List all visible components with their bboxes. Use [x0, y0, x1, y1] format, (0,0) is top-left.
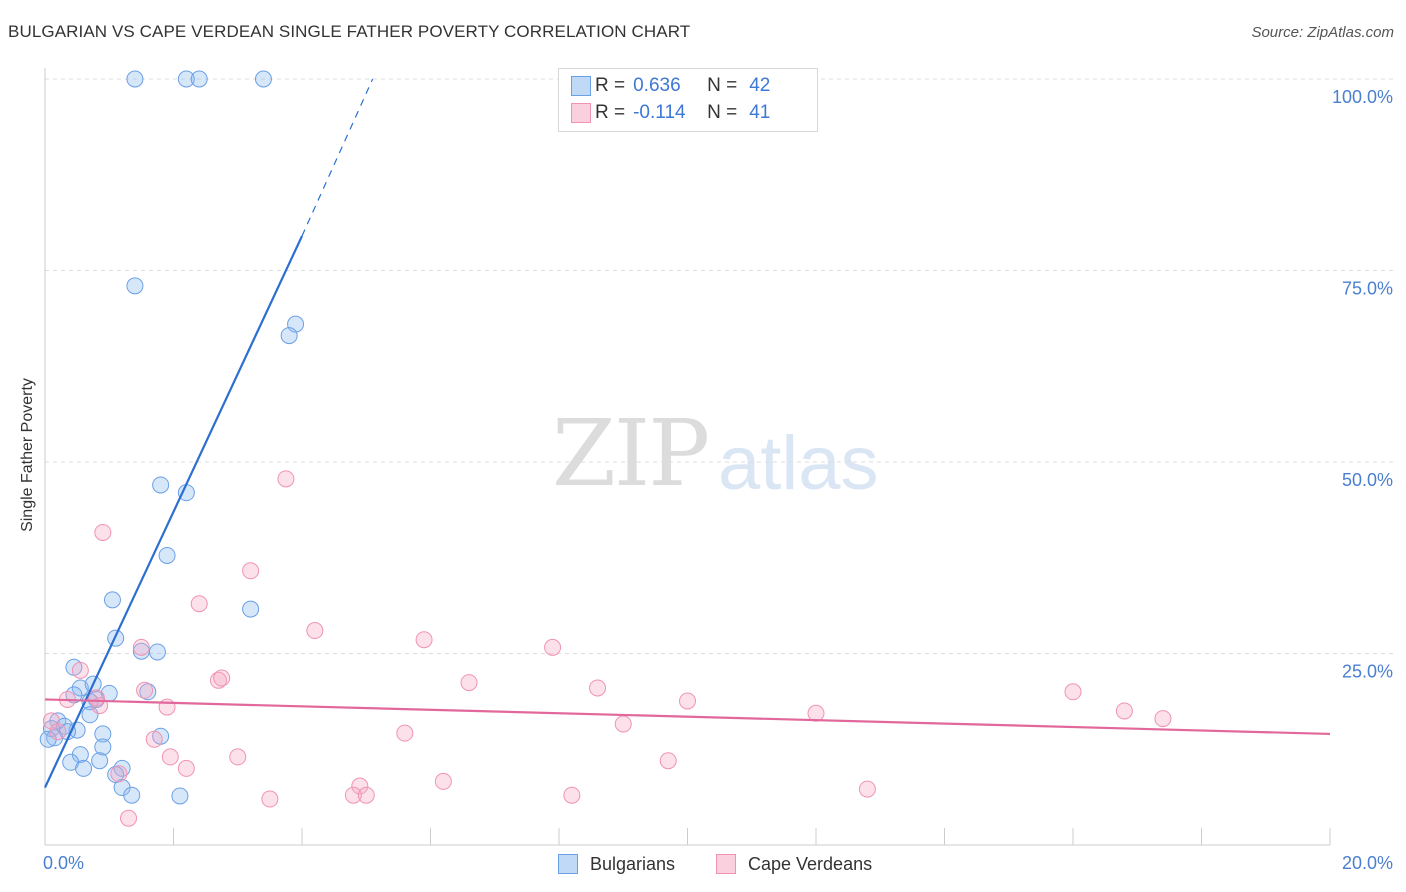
- bottom-legend-cape-verdeans[interactable]: Cape Verdeans: [716, 852, 872, 876]
- data-point-bulgarians: [280, 327, 298, 345]
- data-point-cape-verdeans: [110, 765, 128, 783]
- chart-title: BULGARIAN VS CAPE VERDEAN SINGLE FATHER …: [8, 22, 691, 41]
- data-point-cape-verdeans: [544, 638, 562, 656]
- data-point-cape-verdeans: [659, 752, 677, 770]
- watermark-zip: ZIP: [552, 400, 710, 507]
- data-point-bulgarians: [152, 476, 170, 494]
- legend-row-bulgarians: R = 0.636 N = 42: [571, 73, 771, 99]
- data-point-cape-verdeans: [145, 730, 163, 748]
- data-point-bulgarians: [71, 679, 89, 697]
- data-point-cape-verdeans: [94, 523, 112, 541]
- data-point-cape-verdeans: [161, 748, 179, 766]
- legend-r-label: R =: [595, 75, 626, 96]
- y-tick-label: 25.0%: [1342, 662, 1393, 682]
- x-tick-label: 0.0%: [43, 853, 84, 873]
- data-point-cape-verdeans: [563, 786, 581, 804]
- legend-swatch-bulgarians: [571, 76, 591, 96]
- data-point-bulgarians: [75, 759, 93, 777]
- data-point-cape-verdeans: [277, 470, 295, 488]
- data-point-cape-verdeans: [1064, 683, 1082, 701]
- y-tick-label: 75.0%: [1342, 279, 1393, 299]
- legend-n-label: N =: [707, 102, 738, 123]
- trend-line-bulgarians: [44, 235, 303, 789]
- watermark-atlas: atlas: [718, 421, 879, 506]
- data-point-bulgarians: [190, 70, 208, 88]
- data-point-bulgarians: [91, 752, 109, 770]
- data-point-bulgarians: [148, 643, 166, 661]
- bottom-legend-swatch-cape-verdeans: [716, 854, 736, 874]
- legend-n-value: 41: [749, 102, 771, 123]
- legend-n-value: 42: [749, 75, 771, 96]
- data-point-bulgarians: [158, 546, 176, 564]
- data-point-cape-verdeans: [306, 622, 324, 640]
- data-point-cape-verdeans: [614, 715, 632, 733]
- data-point-bulgarians: [126, 70, 144, 88]
- bottom-legend-bulgarians[interactable]: Bulgarians: [558, 852, 675, 876]
- x-tick-label: 20.0%: [1342, 853, 1393, 873]
- data-point-bulgarians: [126, 277, 144, 295]
- data-point-cape-verdeans: [1154, 710, 1172, 728]
- legend-n-label: N =: [707, 75, 738, 96]
- data-point-cape-verdeans: [460, 674, 478, 692]
- data-point-bulgarians: [123, 786, 141, 804]
- legend-row-cape-verdeans: R = -0.114 N = 41: [571, 100, 771, 126]
- trend-line-bulgarians-extension: [301, 78, 374, 237]
- y-tick-label: 50.0%: [1342, 470, 1393, 490]
- data-point-cape-verdeans: [209, 671, 227, 689]
- legend-r-label: R =: [595, 102, 626, 123]
- data-point-cape-verdeans: [229, 748, 247, 766]
- data-point-cape-verdeans: [589, 679, 607, 697]
- bottom-legend-label: Cape Verdeans: [748, 853, 873, 874]
- trend-line-cape-verdeans: [44, 698, 1331, 736]
- data-point-bulgarians: [94, 738, 112, 756]
- data-point-cape-verdeans: [242, 562, 260, 580]
- stats-legend: R = 0.636 N = 42 R = -0.114 N = 41: [558, 68, 818, 132]
- legend-r-value: 0.636: [633, 75, 681, 96]
- data-point-cape-verdeans: [177, 759, 195, 777]
- data-point-cape-verdeans: [49, 723, 67, 741]
- data-point-cape-verdeans: [71, 661, 89, 679]
- bottom-legend-swatch-bulgarians: [558, 854, 578, 874]
- legend-r-value: -0.114: [633, 102, 686, 123]
- data-point-bulgarians: [254, 70, 272, 88]
- data-point-cape-verdeans: [351, 777, 369, 795]
- data-point-bulgarians: [113, 759, 131, 777]
- data-point-cape-verdeans: [396, 724, 414, 742]
- data-point-cape-verdeans: [344, 786, 362, 804]
- source-credit: Source: ZipAtlas.com: [1251, 24, 1394, 41]
- data-point-cape-verdeans: [132, 638, 150, 656]
- data-point-cape-verdeans: [213, 669, 231, 687]
- data-point-cape-verdeans: [357, 786, 375, 804]
- data-point-cape-verdeans: [679, 692, 696, 710]
- data-point-cape-verdeans: [261, 790, 279, 808]
- data-point-cape-verdeans: [190, 595, 208, 613]
- bottom-legend-label: Bulgarians: [590, 853, 676, 874]
- data-point-bulgarians: [242, 600, 260, 618]
- data-point-cape-verdeans: [120, 809, 138, 827]
- data-point-cape-verdeans: [434, 772, 452, 790]
- data-point-cape-verdeans: [415, 631, 433, 649]
- legend-swatch-cape-verdeans: [571, 103, 591, 123]
- data-point-cape-verdeans: [136, 681, 154, 699]
- data-point-bulgarians: [171, 787, 189, 805]
- data-point-cape-verdeans: [858, 780, 876, 798]
- data-point-bulgarians: [103, 591, 121, 609]
- data-point-cape-verdeans: [1115, 702, 1133, 720]
- data-point-cape-verdeans: [807, 704, 825, 722]
- y-tick-label: 100.0%: [1332, 87, 1393, 107]
- data-point-cape-verdeans: [42, 712, 60, 730]
- data-point-bulgarians: [94, 725, 112, 743]
- data-point-bulgarians: [177, 70, 195, 88]
